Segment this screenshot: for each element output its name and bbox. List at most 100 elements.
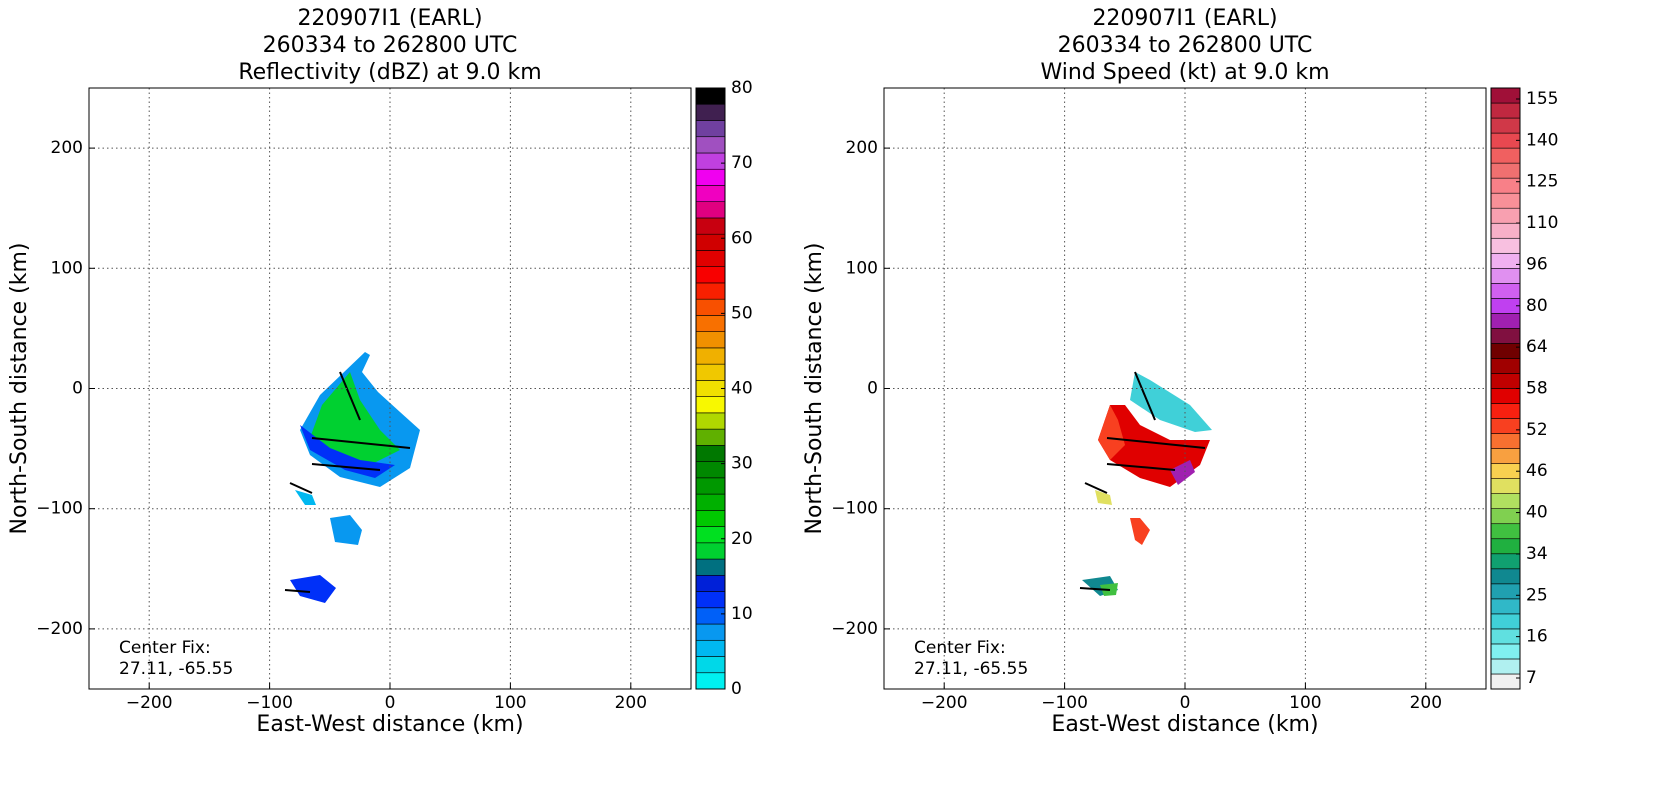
echo — [1095, 490, 1112, 505]
colorbar-tick-label: 25 — [1526, 585, 1548, 605]
y-tick-label: 200 — [51, 138, 83, 158]
colorbar-tick-label: 20 — [731, 529, 753, 549]
echo — [295, 490, 316, 505]
annotation: Center Fix: — [914, 638, 1006, 658]
wind-barbs — [284, 371, 411, 593]
colorbar-tick-label: 70 — [731, 153, 753, 173]
colorbar-level — [1490, 343, 1521, 359]
y-tick-label: 0 — [72, 379, 83, 399]
colorbar-level — [695, 428, 726, 446]
chart-title: 220907I1 (EARL) — [1092, 6, 1277, 31]
colorbar-level — [695, 217, 726, 235]
colorbar-level — [1490, 673, 1521, 690]
colorbar-level — [695, 120, 726, 138]
colorbar-tick-label: 10 — [731, 604, 753, 624]
colorbar-level — [1490, 418, 1521, 434]
colorbar-level — [695, 542, 726, 560]
colorbar-tick-label: 7 — [1526, 668, 1537, 688]
colorbar-tick-label: 0 — [731, 679, 742, 699]
colorbar-level — [1490, 298, 1521, 314]
colorbar-level — [695, 298, 726, 316]
colorbar-level — [1490, 643, 1521, 660]
colorbar-level — [1490, 87, 1521, 104]
colorbar-tick-label: 40 — [1526, 503, 1548, 523]
echo — [1170, 460, 1195, 485]
colorbar-level — [1490, 177, 1521, 194]
colorbar-level — [1490, 192, 1521, 209]
colorbar-level — [695, 380, 726, 397]
colorbar-level — [695, 347, 726, 365]
x-tick-label: −100 — [246, 693, 293, 713]
x-tick-label: 0 — [1180, 693, 1191, 713]
colorbar-level — [695, 201, 726, 219]
colorbar-level — [695, 574, 726, 592]
echo — [300, 425, 395, 478]
colorbar-level — [1490, 328, 1521, 344]
y-tick-label: −200 — [36, 619, 83, 639]
colorbar-level — [695, 152, 726, 170]
colorbar-level — [1490, 162, 1521, 179]
colorbar-level — [695, 412, 726, 430]
colorbar-level — [1490, 433, 1521, 449]
colorbar-level — [695, 87, 726, 105]
y-tick-label: 0 — [867, 379, 878, 399]
colorbar-level — [1490, 493, 1521, 509]
colorbar-level — [1490, 147, 1521, 164]
colorbar-level — [1490, 313, 1521, 329]
colorbar-level — [1490, 207, 1521, 224]
colorbar-level — [695, 558, 726, 576]
echo — [290, 575, 336, 603]
chart-title: 260334 to 262800 UTC — [1058, 33, 1313, 58]
wind-barbs — [1079, 371, 1206, 591]
colorbar-level — [1490, 403, 1521, 419]
field-left — [284, 352, 420, 603]
colorbar-level — [695, 526, 726, 544]
x-tick-label: 0 — [385, 693, 396, 713]
colorbar-level — [1490, 598, 1521, 615]
colorbar-level — [1490, 388, 1521, 404]
echo — [1098, 405, 1125, 460]
colorbar-tick-label: 50 — [731, 303, 753, 323]
colorbar-level — [1490, 538, 1521, 555]
y-tick-label: 100 — [846, 258, 878, 278]
colorbar-level — [695, 591, 726, 609]
colorbar-level — [1490, 583, 1521, 600]
echo — [330, 515, 362, 545]
colorbar-level — [695, 510, 726, 527]
colorbar-level — [695, 477, 726, 495]
y-axis-label: North-South distance (km) — [802, 243, 827, 535]
plot-frame — [883, 87, 1487, 690]
chart-title: 260334 to 262800 UTC — [263, 33, 518, 58]
colorbar-level — [1490, 448, 1521, 464]
colorbar-tick-label: 110 — [1526, 213, 1558, 233]
chart-title: Reflectivity (dBZ) at 9.0 km — [238, 60, 541, 85]
annotation: Center Fix: — [119, 638, 211, 658]
y-axis-label: North-South distance (km) — [7, 243, 32, 535]
y-tick-label: −100 — [831, 499, 878, 519]
colorbar-tick-label: 58 — [1526, 379, 1548, 399]
colorbar-level — [1490, 508, 1521, 525]
colorbar-level — [695, 103, 726, 121]
colorbar-level — [1490, 237, 1521, 254]
colorbar-level — [1490, 358, 1521, 374]
colorbar-level — [1490, 478, 1521, 494]
colorbar-tick-label: 46 — [1526, 461, 1548, 481]
colorbar-level — [1490, 553, 1521, 570]
colorbar-level — [1490, 117, 1521, 134]
colorbar-tick-label: 64 — [1526, 337, 1548, 357]
field-right — [1079, 371, 1212, 596]
x-axis-label: East-West distance (km) — [256, 712, 523, 737]
colorbar-level — [695, 656, 726, 674]
colorbar-level — [1490, 568, 1521, 585]
colorbar-level — [1490, 283, 1521, 299]
colorbar-level — [1490, 613, 1521, 630]
x-tick-label: −100 — [1041, 693, 1088, 713]
colorbar-level — [1490, 252, 1521, 269]
y-tick-label: 100 — [51, 258, 83, 278]
colorbar-level — [695, 233, 726, 251]
colorbar-level — [1490, 102, 1521, 119]
colorbar-level — [695, 461, 726, 479]
colorbar-tick-label: 96 — [1526, 254, 1548, 274]
colorbar-tick-label: 52 — [1526, 420, 1548, 440]
echo — [1130, 518, 1150, 545]
